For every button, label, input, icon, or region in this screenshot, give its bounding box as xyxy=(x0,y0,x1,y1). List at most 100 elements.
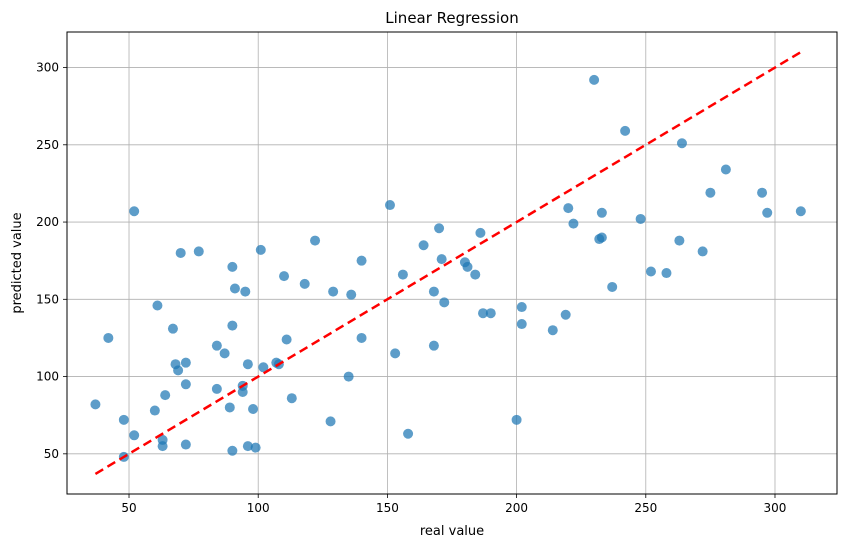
x-tick-label: 300 xyxy=(764,501,787,515)
data-point xyxy=(310,235,321,246)
data-point xyxy=(720,164,731,175)
data-point xyxy=(229,283,240,294)
data-point xyxy=(356,255,367,266)
data-point xyxy=(240,286,251,297)
data-point xyxy=(511,414,522,425)
data-point xyxy=(258,362,269,373)
data-point xyxy=(560,309,571,320)
data-point xyxy=(356,332,367,343)
y-tick-label: 50 xyxy=(44,447,59,461)
plot-area-frame xyxy=(66,31,838,495)
x-tick-label: 250 xyxy=(634,501,657,515)
data-point xyxy=(129,430,140,441)
y-tick-label: 100 xyxy=(36,370,59,384)
y-tick-label: 250 xyxy=(36,138,59,152)
data-point xyxy=(279,271,290,282)
data-point xyxy=(211,383,222,394)
data-point xyxy=(118,414,129,425)
data-point xyxy=(152,300,163,311)
data-point xyxy=(149,405,160,416)
y-tick-label: 300 xyxy=(36,61,59,75)
data-point xyxy=(762,207,773,218)
data-point xyxy=(103,332,114,343)
data-point xyxy=(160,390,171,401)
fit-line-layer xyxy=(94,51,802,475)
data-point xyxy=(485,308,496,319)
x-tick-label: 200 xyxy=(505,501,528,515)
data-point xyxy=(705,187,716,198)
data-point xyxy=(390,348,401,359)
chart-title: Linear Regression xyxy=(385,9,518,27)
data-point xyxy=(90,399,101,410)
data-point xyxy=(211,340,222,351)
data-point xyxy=(227,261,238,272)
data-point xyxy=(478,308,489,319)
data-point xyxy=(173,365,184,376)
data-point xyxy=(180,439,191,450)
y-tick-label: 200 xyxy=(36,215,59,229)
data-point xyxy=(242,359,253,370)
data-point xyxy=(434,223,445,234)
data-point xyxy=(563,203,574,214)
data-point xyxy=(175,247,186,258)
data-point xyxy=(589,74,600,85)
data-point xyxy=(157,441,168,452)
data-point xyxy=(428,340,439,351)
data-point xyxy=(384,200,395,211)
data-point xyxy=(281,334,292,345)
data-point xyxy=(470,269,481,280)
data-point xyxy=(193,246,204,257)
data-point xyxy=(227,445,238,456)
y-axis-label: predicted value xyxy=(10,212,25,313)
data-point xyxy=(635,213,646,224)
data-point xyxy=(397,269,408,280)
data-point xyxy=(418,240,429,251)
data-point xyxy=(129,206,140,217)
data-point xyxy=(757,187,768,198)
x-axis-label: real value xyxy=(420,524,484,539)
x-tick-label: 50 xyxy=(121,501,136,515)
grid xyxy=(67,32,837,494)
data-point xyxy=(516,319,527,330)
data-point xyxy=(607,281,618,292)
data-point xyxy=(346,289,357,300)
data-point xyxy=(620,125,631,136)
data-point xyxy=(255,244,266,255)
data-point xyxy=(428,286,439,297)
data-point xyxy=(403,428,414,439)
data-point xyxy=(439,297,450,308)
data-point xyxy=(674,235,685,246)
scatter-points xyxy=(90,74,806,462)
data-point xyxy=(180,379,191,390)
x-tick-label: 150 xyxy=(376,501,399,515)
data-point xyxy=(286,393,297,404)
data-point xyxy=(547,325,558,336)
data-point xyxy=(250,442,261,453)
axis-ticks: 50 100 150 200 250 300 50 100 150 200 250 300 xyxy=(36,61,786,515)
data-point xyxy=(242,441,253,452)
data-point xyxy=(299,278,310,289)
data-point xyxy=(645,266,656,277)
data-point xyxy=(180,357,191,368)
data-point xyxy=(237,387,248,398)
data-point xyxy=(516,302,527,313)
data-point xyxy=(462,261,473,272)
regression-line xyxy=(94,51,802,475)
y-tick-label: 150 xyxy=(36,292,59,306)
data-point xyxy=(328,286,339,297)
data-point xyxy=(596,207,607,218)
data-point xyxy=(596,232,607,243)
data-point xyxy=(795,206,806,217)
data-point xyxy=(167,323,178,334)
data-point xyxy=(219,348,230,359)
data-point xyxy=(343,371,354,382)
data-point xyxy=(676,138,687,149)
data-point xyxy=(568,218,579,229)
data-point xyxy=(227,320,238,331)
data-point xyxy=(325,416,336,427)
data-point xyxy=(436,254,447,265)
data-point xyxy=(697,246,708,257)
x-tick-label: 100 xyxy=(247,501,270,515)
data-point xyxy=(661,268,672,279)
